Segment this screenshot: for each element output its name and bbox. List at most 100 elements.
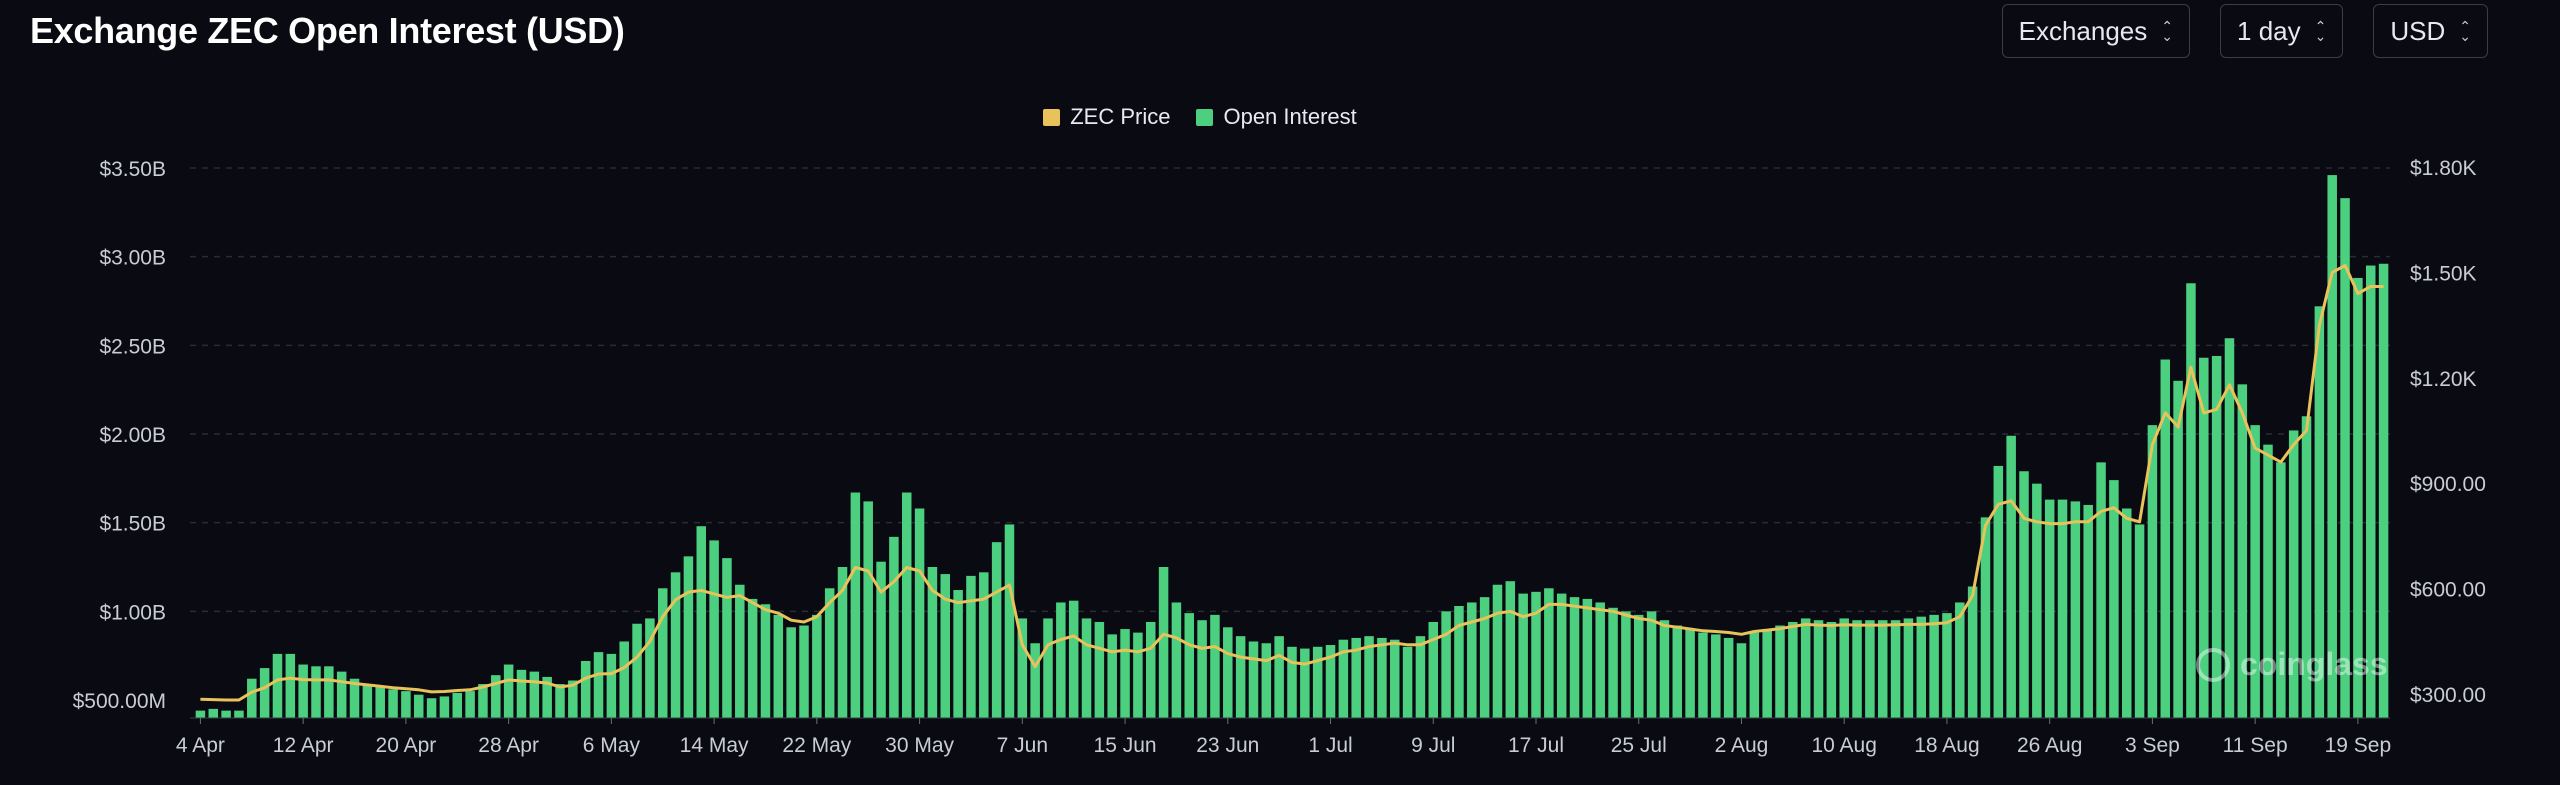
x-tick-label: 2 Aug [1715, 734, 1769, 757]
bar-open-interest [349, 678, 360, 718]
bar-open-interest [568, 680, 578, 718]
bar-open-interest [1389, 639, 1400, 718]
y-left-tick-label: $3.50B [99, 158, 166, 181]
bar-open-interest [388, 689, 398, 718]
bar-open-interest [927, 567, 938, 718]
bar-open-interest [1428, 621, 1439, 718]
bar-open-interest [1017, 618, 1028, 718]
y-right-tick-label: $1.50K [2410, 262, 2477, 285]
bar-open-interest [1608, 607, 1618, 718]
bar-open-interest [452, 692, 463, 718]
bar-open-interest [1171, 602, 1182, 718]
coinglass-watermark: coinglass [2196, 646, 2388, 683]
bar-open-interest [2121, 508, 2132, 718]
bar-open-interest [478, 684, 488, 718]
bar-open-interest [966, 575, 976, 718]
bar-open-interest [375, 685, 385, 718]
y-right-tick-label: $900.00 [2410, 473, 2486, 496]
bar-open-interest [1993, 465, 2004, 718]
exchanges-select[interactable]: Exchanges ⌃ ⌄ [2001, 4, 2191, 58]
bar-open-interest [1890, 620, 1901, 718]
x-tick-label: 23 Jun [1196, 734, 1259, 757]
bar-open-interest [1120, 629, 1130, 718]
bar-open-interest [2211, 355, 2222, 718]
bar-open-interest [221, 710, 231, 718]
bar-open-interest [529, 671, 540, 718]
bar-open-interest [1839, 618, 1849, 718]
x-tick-label: 17 Jul [1508, 734, 1564, 757]
bar-open-interest [2263, 444, 2273, 718]
bar-open-interest [1698, 632, 1708, 718]
bar-open-interest [1467, 602, 1477, 718]
bar-open-interest [1402, 646, 1413, 718]
bar-open-interest [1338, 639, 1349, 718]
bar-open-interest [2109, 480, 2119, 718]
bar-open-interest [1351, 637, 1361, 718]
bar-open-interest [1415, 636, 1426, 718]
bar-open-interest [735, 584, 745, 718]
bar-open-interest [1826, 621, 1837, 718]
bar-open-interest [1235, 636, 1246, 718]
bar-open-interest [2147, 425, 2158, 718]
bar-open-interest [2083, 504, 2093, 718]
y-right-tick-label: $300.00 [2410, 684, 2486, 707]
bar-open-interest [657, 588, 668, 718]
bar-open-interest [2288, 430, 2299, 718]
bar-open-interest [1043, 618, 1053, 718]
bar-open-interest [1621, 611, 1631, 718]
legend-item-zec-price[interactable]: ZEC Price [1043, 104, 1170, 130]
bar-open-interest [1929, 614, 1939, 718]
bar-open-interest [889, 536, 899, 718]
bar-open-interest [2057, 499, 2068, 718]
legend-swatch-open-interest [1196, 108, 1214, 126]
y-right-tick-label: $600.00 [2410, 579, 2486, 602]
bar-open-interest [2365, 265, 2376, 718]
bar-open-interest [298, 664, 308, 718]
bar-open-interest [1942, 613, 1952, 718]
bar-open-interest [979, 572, 989, 718]
y-left-tick-label: $500.00M [73, 690, 166, 713]
bar-open-interest [285, 653, 296, 718]
bar-open-interest [311, 666, 321, 718]
bar-open-interest [863, 501, 873, 718]
bar-open-interest [606, 653, 617, 718]
y-left-tick-label: $1.50B [99, 513, 166, 536]
bar-open-interest [991, 542, 1002, 718]
bar-open-interest [773, 614, 784, 718]
legend-item-open-interest[interactable]: Open Interest [1196, 104, 1357, 130]
bar-open-interest [696, 526, 707, 718]
bar-open-interest [1004, 524, 1015, 718]
bar-open-interest [1646, 611, 1657, 718]
y-right-tick-label: $1.80K [2410, 157, 2477, 180]
bar-open-interest [1479, 597, 1490, 718]
bar-open-interest [1223, 627, 1233, 718]
y-left-tick-label: $2.00B [99, 424, 166, 447]
bar-open-interest [1762, 629, 1772, 718]
x-tick-label: 6 May [583, 734, 641, 757]
bar-open-interest [401, 691, 411, 718]
bar-open-interest [619, 641, 629, 718]
bar-open-interest [1595, 602, 1605, 718]
bar-open-interest [516, 669, 527, 718]
x-tick-label: 28 Apr [478, 734, 539, 757]
legend-swatch-price [1043, 108, 1061, 126]
bar-open-interest [593, 652, 604, 718]
interval-select[interactable]: 1 day ⌃ ⌄ [2220, 4, 2344, 58]
bar-open-interest [2327, 175, 2337, 719]
bar-open-interest [1955, 602, 1965, 718]
bar-open-interest [683, 556, 694, 718]
currency-select[interactable]: USD ⌃ ⌄ [2373, 4, 2488, 58]
bar-open-interest [2044, 499, 2055, 718]
bar-open-interest [2224, 338, 2235, 718]
bar-open-interest [760, 604, 771, 718]
chevron-updown-icon: ⌃ ⌄ [2161, 18, 2174, 44]
bar-open-interest [1068, 600, 1079, 718]
bar-open-interest [1800, 618, 1811, 718]
bar-open-interest [1980, 517, 1991, 718]
interval-select-label: 1 day [2237, 15, 2301, 46]
bar-open-interest [1377, 637, 1387, 718]
bar-open-interest [1081, 618, 1092, 718]
bar-open-interest [786, 627, 796, 718]
bar-open-interest [1300, 648, 1310, 718]
bar-open-interest [234, 710, 244, 718]
